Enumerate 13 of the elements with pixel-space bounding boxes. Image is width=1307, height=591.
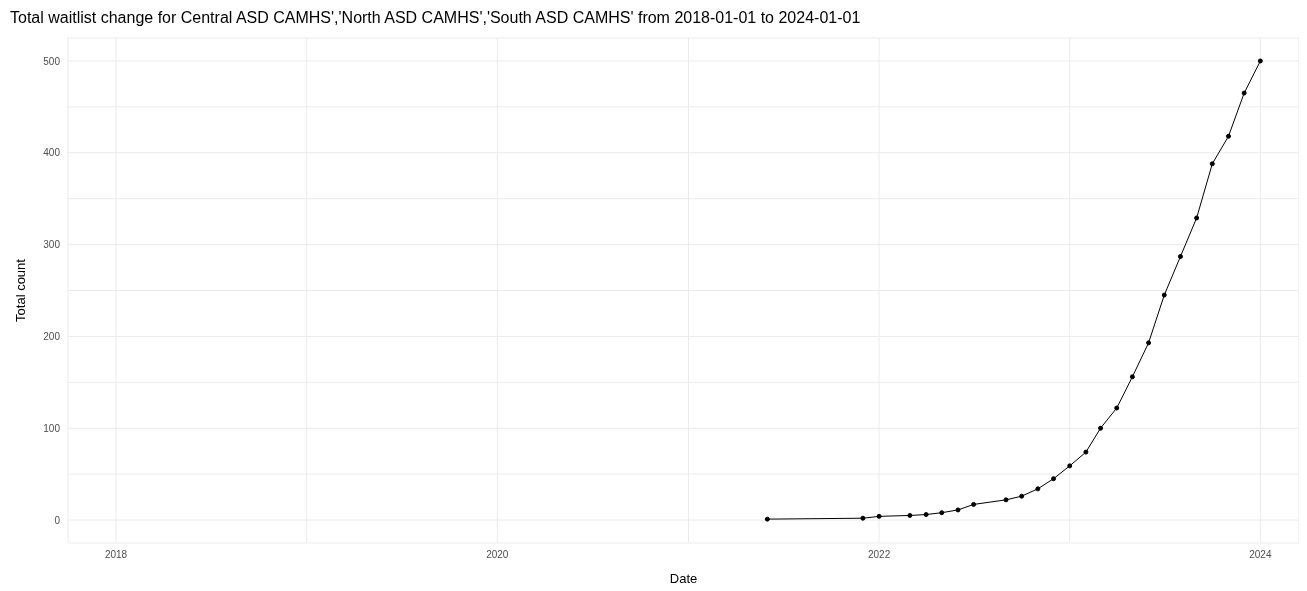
y-tick-label: 400 bbox=[43, 147, 61, 159]
y-tick-label: 0 bbox=[54, 514, 61, 526]
y-tick-label: 100 bbox=[43, 422, 61, 434]
y-tick-label: 300 bbox=[43, 239, 61, 251]
x-tick-label: 2018 bbox=[104, 549, 128, 561]
y-tick-label: 200 bbox=[43, 330, 61, 342]
x-axis-title: Date bbox=[669, 571, 698, 586]
y-tick-label: 500 bbox=[43, 55, 61, 67]
y-axis-title: Total count bbox=[12, 258, 28, 322]
x-tick-label: 2022 bbox=[867, 549, 891, 561]
x-tick-label: 2024 bbox=[1249, 549, 1272, 561]
x-tick-label: 2020 bbox=[486, 549, 509, 561]
chart-title: Total waitlist change for Central ASD CAMHS','North ASD CAMHS','South ASD CAMHS' from 2018-01-01 to 2024-01-01 bbox=[9, 8, 862, 28]
